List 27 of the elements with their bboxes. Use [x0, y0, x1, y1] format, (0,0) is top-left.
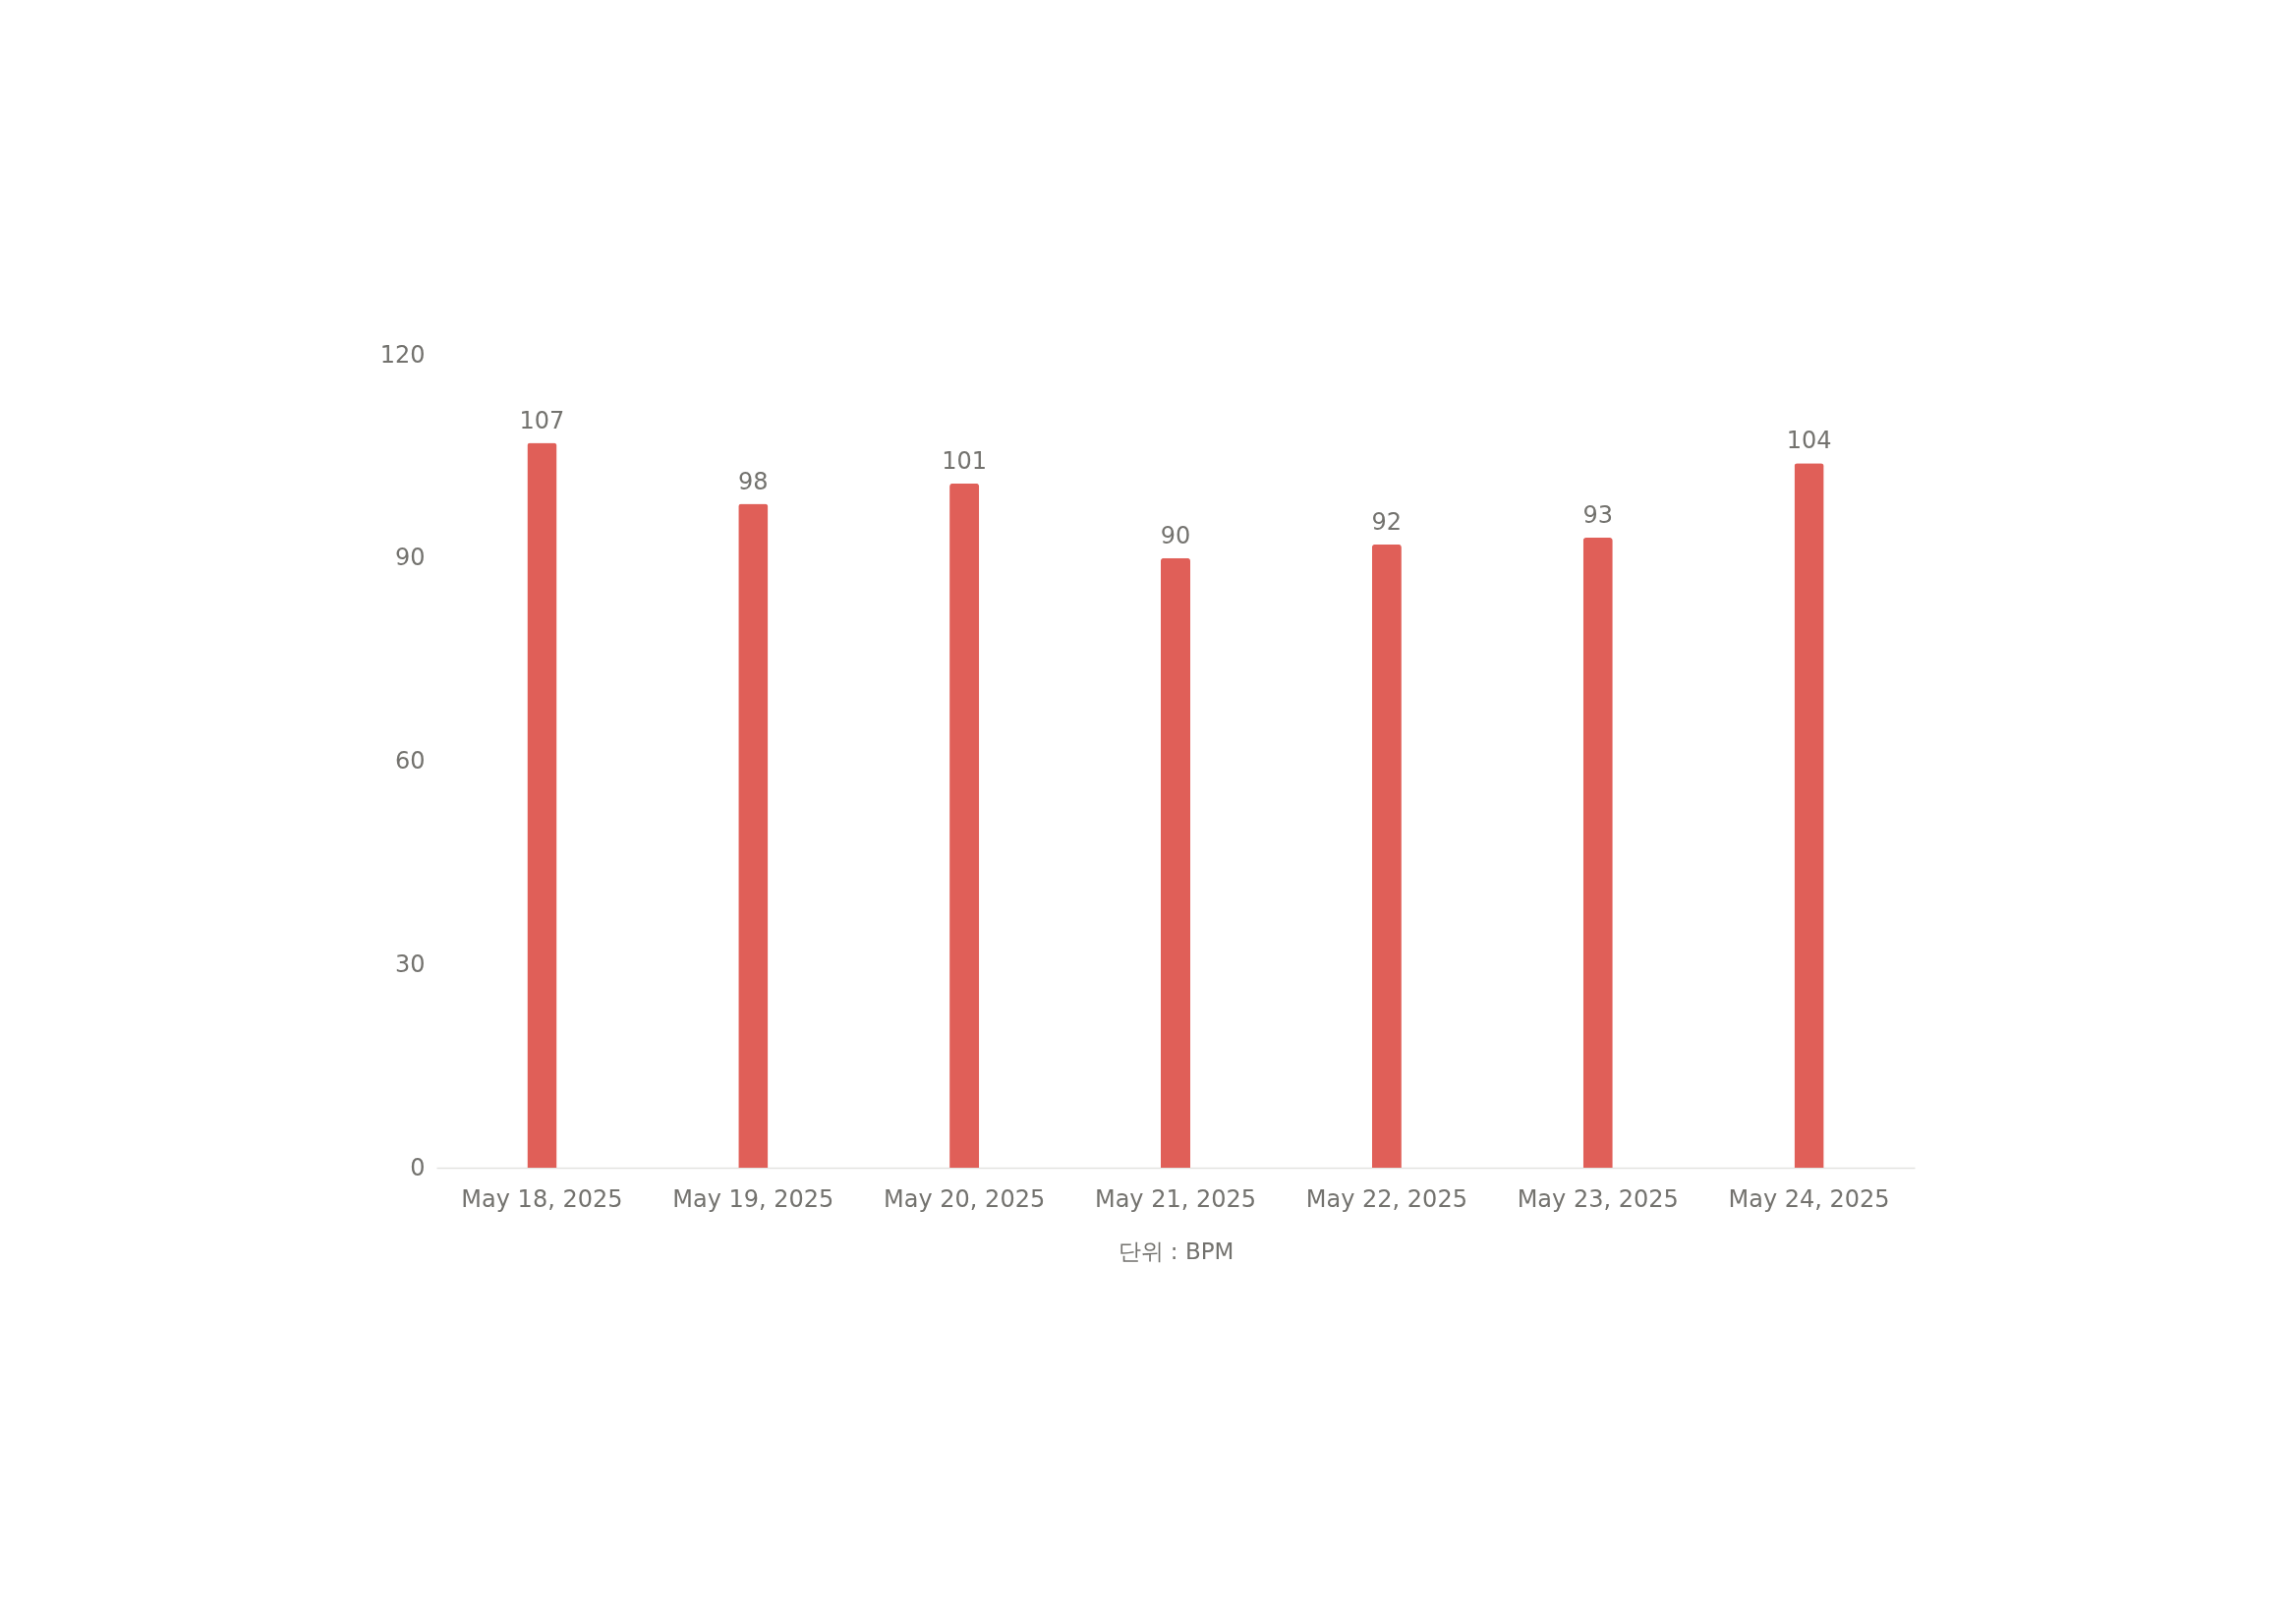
- data-label: 98: [738, 467, 769, 495]
- bar: [527, 442, 557, 1168]
- x-axis-title: 단위 : BPM: [1118, 1238, 1234, 1264]
- bar: [738, 503, 769, 1168]
- x-tick-label: May 23, 2025: [1517, 1184, 1679, 1213]
- y-tick-label: 120: [379, 340, 426, 369]
- x-tick-label: May 19, 2025: [672, 1184, 834, 1213]
- x-tick-label: May 20, 2025: [884, 1184, 1046, 1213]
- data-label: 101: [942, 446, 988, 475]
- bar: [1160, 557, 1191, 1168]
- x-tick-label: May 22, 2025: [1305, 1184, 1467, 1213]
- data-label: 107: [519, 406, 565, 434]
- x-tick-label: May 21, 2025: [1094, 1184, 1257, 1213]
- bar: [949, 483, 980, 1168]
- bar: [1371, 544, 1402, 1168]
- y-tick-label: 90: [394, 544, 426, 572]
- y-tick-label: 0: [410, 1153, 426, 1181]
- y-tick-label: 30: [394, 950, 426, 978]
- x-tick-label: May 18, 2025: [461, 1184, 623, 1213]
- bar: [1794, 463, 1824, 1168]
- data-label: 92: [1371, 507, 1403, 536]
- bar: [1582, 538, 1613, 1168]
- data-label: 90: [1160, 521, 1191, 549]
- y-tick-label: 60: [394, 747, 426, 775]
- x-tick-label: May 24, 2025: [1728, 1184, 1890, 1213]
- data-label: 93: [1582, 501, 1613, 530]
- data-label: 104: [1786, 427, 1832, 455]
